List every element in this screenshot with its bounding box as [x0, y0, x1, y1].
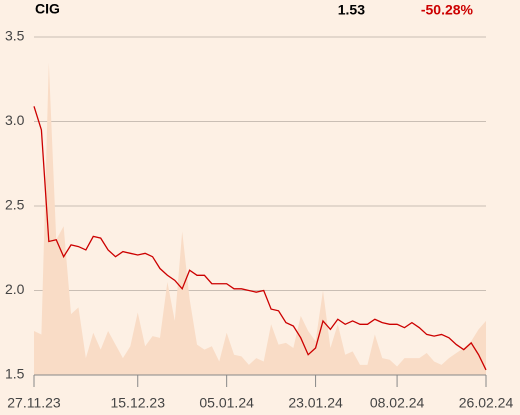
y-tick-label: 2.0 [5, 281, 25, 297]
price: 1.53 [338, 2, 365, 18]
x-tick-label: 08.02.24 [370, 395, 425, 411]
y-tick-label: 3.0 [5, 112, 25, 128]
y-tick-label: 2.5 [5, 197, 25, 213]
y-tick-label: 3.5 [5, 28, 25, 44]
volume-area [34, 62, 486, 375]
symbol: CIG [35, 1, 60, 17]
x-tick-label: 26.02.24 [459, 395, 514, 411]
y-tick-label: 1.5 [5, 366, 25, 382]
x-tick-label: 15.12.23 [110, 395, 165, 411]
change: -50.28% [421, 2, 474, 18]
x-tick-label: 27.11.23 [7, 395, 61, 411]
price-line [33, 106, 487, 371]
x-tick-label: 05.01.24 [199, 395, 254, 411]
x-tick-label: 23.01.24 [288, 395, 343, 411]
